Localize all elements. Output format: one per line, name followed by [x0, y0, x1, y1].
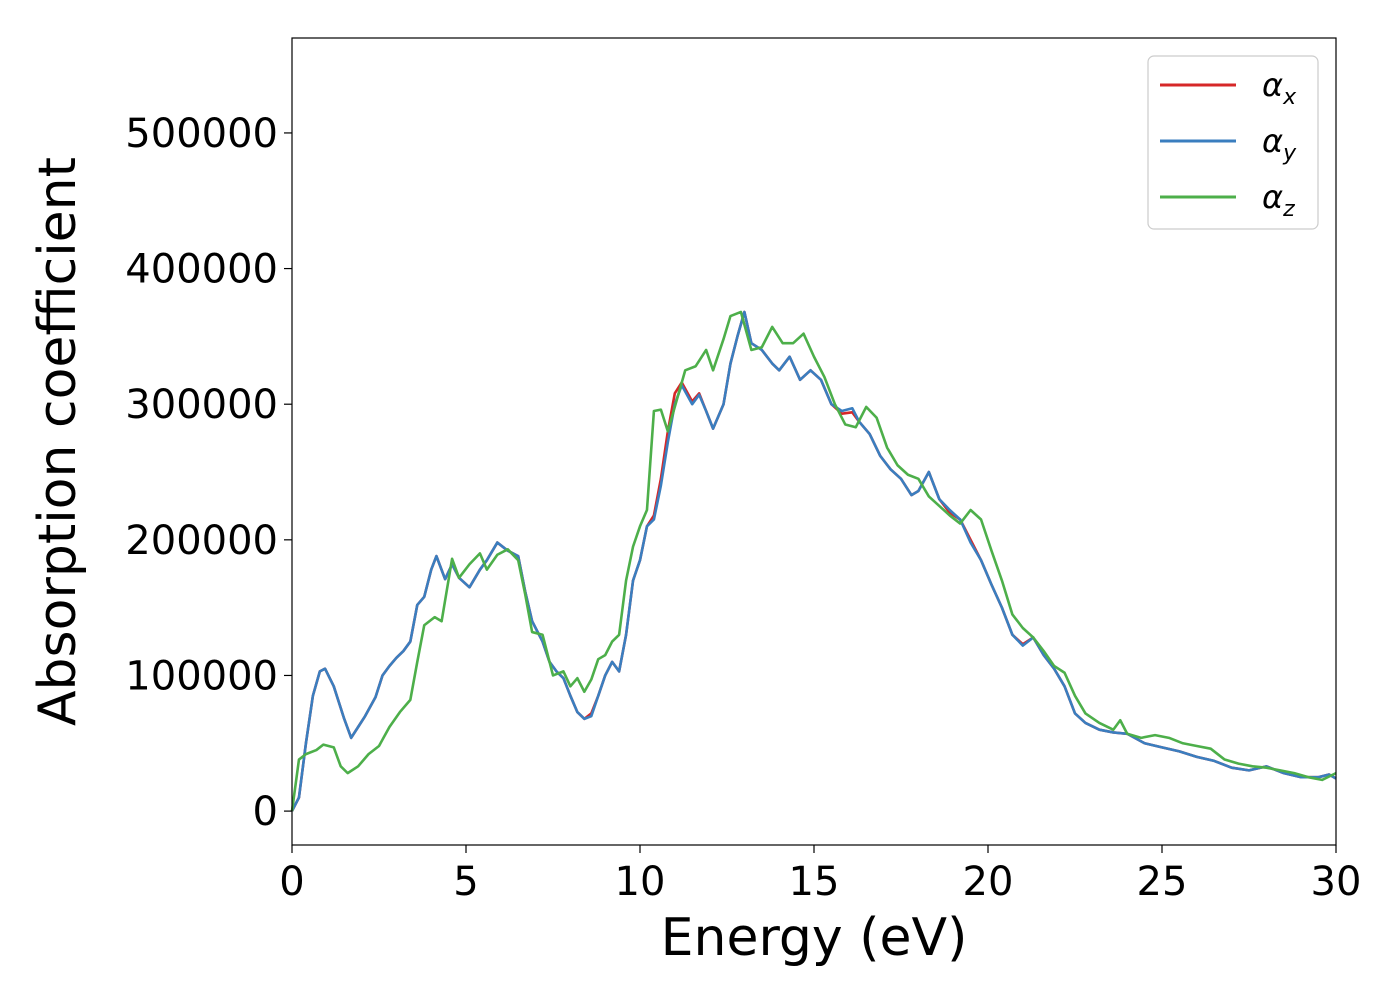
y-tick-label: 300000: [125, 382, 278, 428]
legend: αx αy αz: [1147, 55, 1319, 230]
y-tick-label: 500000: [125, 111, 278, 157]
legend-label-y: αy: [1262, 122, 1297, 166]
x-tick-label: 20: [963, 859, 1014, 905]
y-axis-label: Absorption coefficient: [28, 157, 88, 726]
y-tick-label: 0: [253, 789, 278, 835]
series-line-y: [290, 310, 1337, 812]
x-tick-label: 15: [789, 859, 840, 905]
series-line-z: [290, 310, 1337, 812]
legend-label-x: αx: [1262, 66, 1297, 110]
tick-layer: 0 5 10 15 20 25 30 0 100000 200000 300000 400000 500…: [125, 111, 1361, 905]
x-tick-label: 10: [615, 859, 666, 905]
x-tick-label: 30: [1311, 859, 1362, 905]
y-tick-label: 400000: [125, 247, 278, 293]
y-tick-label: 200000: [125, 518, 278, 564]
x-axis-label: Energy (eV): [661, 908, 968, 968]
legend-label-z: αz: [1262, 178, 1295, 222]
x-tick-label: 0: [279, 859, 304, 905]
x-tick-label: 25: [1137, 859, 1188, 905]
series-line-x: [290, 310, 1337, 812]
y-tick-label: 100000: [125, 653, 278, 699]
series-layer: [290, 310, 1337, 812]
x-tick-label: 5: [453, 859, 478, 905]
